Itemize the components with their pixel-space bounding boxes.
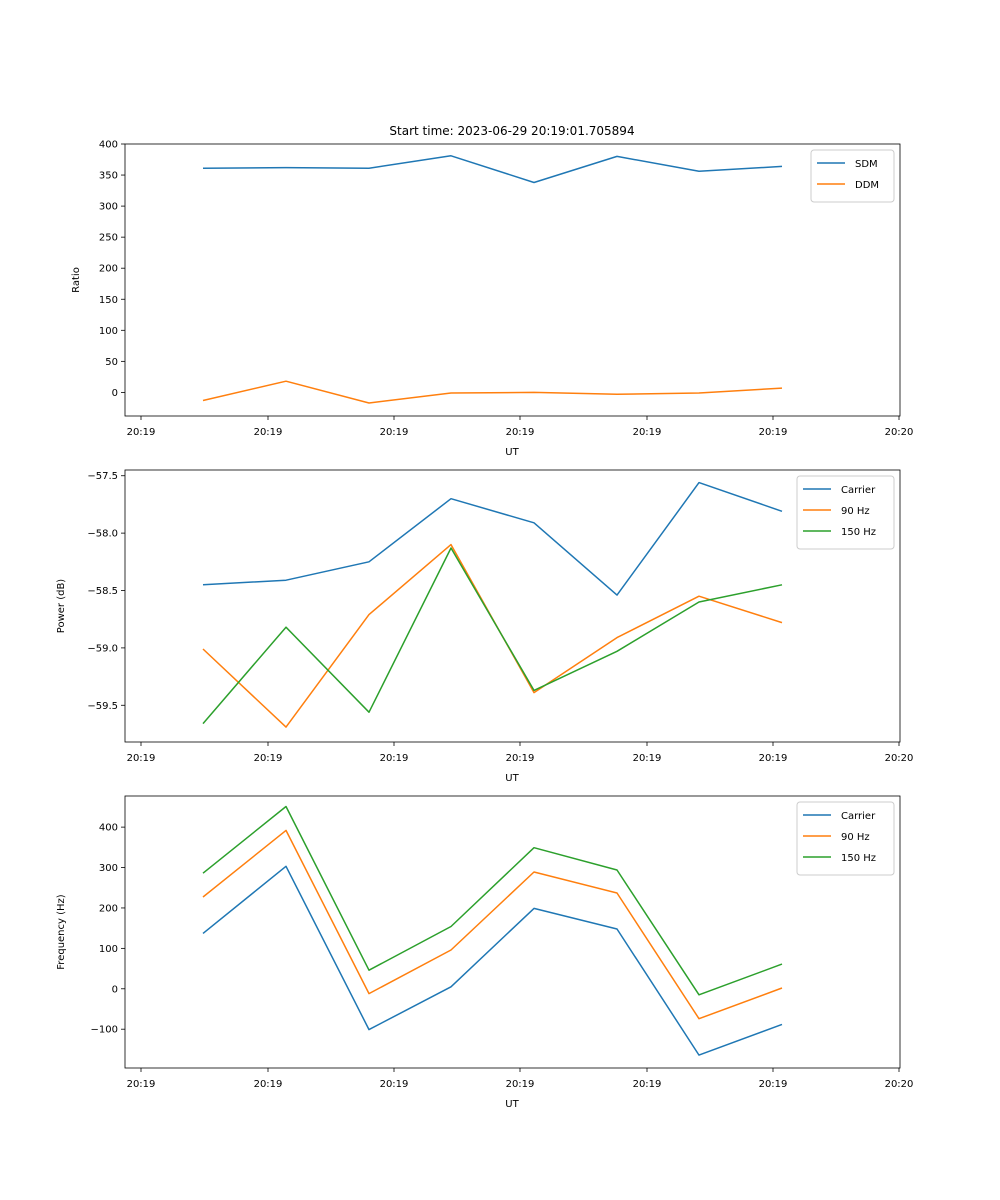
y-tick-label: 0 <box>112 388 118 399</box>
legend-label: 90 Hz <box>841 506 870 517</box>
y-tick-label: −57.5 <box>87 471 118 482</box>
y-axis-label: Frequency (Hz) <box>56 894 67 970</box>
axes-frame <box>124 143 901 417</box>
x-tick-label: 20:19 <box>759 753 788 764</box>
y-tick-label: −59.0 <box>87 643 118 654</box>
legend-label: 150 Hz <box>841 527 876 538</box>
chart-panel-3: 20:19 20:19 20:19 20:19 20:19 20:19 20:20 −100 0… <box>56 795 914 1110</box>
legend-label: SDM <box>855 159 878 170</box>
legend-box <box>810 149 895 203</box>
y-tick-label: 400 <box>99 823 118 834</box>
x-tick-label: 20:19 <box>254 1079 283 1090</box>
x-axis-label: UT <box>505 447 519 458</box>
x-tick-label: 20:19 <box>254 427 283 438</box>
x-tick-label: 20:19 <box>506 1079 535 1090</box>
x-tick-label: 20:19 <box>759 427 788 438</box>
series-line-carrier <box>202 865 783 1056</box>
y-tick-label: 300 <box>99 863 118 874</box>
y-tick-label: −100 <box>91 1025 118 1036</box>
y-tick-label: 100 <box>99 944 118 955</box>
x-tick-label: 20:19 <box>759 1079 788 1090</box>
legend-label: Carrier <box>841 485 876 496</box>
series-line-150-hz <box>202 547 783 725</box>
x-tick-label: 20:20 <box>885 1079 914 1090</box>
x-tick-label: 20:19 <box>127 427 156 438</box>
y-tick-label: 200 <box>99 903 118 914</box>
y-tick-label: 100 <box>99 326 118 337</box>
y-tick-label: −59.5 <box>87 701 118 712</box>
x-tick-label: 20:19 <box>127 1079 156 1090</box>
x-axis-label: UT <box>505 773 519 784</box>
x-axis-label: UT <box>505 1099 519 1110</box>
chart-panel-2: 20:19 20:19 20:19 20:19 20:19 20:19 20:20 −59.5… <box>56 469 914 784</box>
y-tick-label: 200 <box>99 264 118 275</box>
y-axis-label: Power (dB) <box>56 579 67 634</box>
series-line-sdm <box>202 155 783 184</box>
y-tick-label: 150 <box>99 295 118 306</box>
x-tick-label: 20:19 <box>380 1079 409 1090</box>
series-line-150-hz <box>202 805 783 996</box>
legend-label: Carrier <box>841 811 876 822</box>
x-tick-label: 20:19 <box>633 753 662 764</box>
x-tick-label: 20:19 <box>254 753 283 764</box>
figure-title: Start time: 2023-06-29 20:19:01.705894 <box>389 124 634 138</box>
plots-container: 20:19 20:19 20:19 20:19 20:19 20:19 20:20 0 50 10… <box>56 140 913 1111</box>
x-tick-label: 20:19 <box>633 427 662 438</box>
x-tick-label: 20:19 <box>506 427 535 438</box>
x-tick-label: 20:20 <box>885 753 914 764</box>
y-tick-label: 350 <box>99 171 118 182</box>
series-line-carrier <box>202 481 783 596</box>
y-tick-label: 300 <box>99 202 118 213</box>
legend-label: 90 Hz <box>841 832 870 843</box>
y-axis-label: Ratio <box>71 267 82 293</box>
series-line-ddm <box>202 380 783 404</box>
y-tick-label: 50 <box>105 357 118 368</box>
y-tick-label: 0 <box>112 984 118 995</box>
y-tick-label: −58.0 <box>87 529 118 540</box>
y-tick-label: −58.5 <box>87 586 118 597</box>
chart-panel-1: 20:19 20:19 20:19 20:19 20:19 20:19 20:20 0 50 10… <box>71 140 913 459</box>
axes-frame <box>124 795 901 1069</box>
x-tick-label: 20:19 <box>380 427 409 438</box>
x-tick-label: 20:19 <box>127 753 156 764</box>
y-tick-label: 250 <box>99 233 118 244</box>
legend-label: DDM <box>855 180 879 191</box>
legend: SDM DDM <box>810 149 895 203</box>
axes-frame <box>124 469 901 743</box>
x-tick-label: 20:19 <box>380 753 409 764</box>
x-tick-label: 20:19 <box>506 753 535 764</box>
series-line-90-hz <box>202 829 783 1020</box>
legend: Carrier 90 Hz 150 Hz <box>796 801 895 876</box>
legend: Carrier 90 Hz 150 Hz <box>796 475 895 550</box>
x-tick-label: 20:19 <box>633 1079 662 1090</box>
legend-label: 150 Hz <box>841 853 876 864</box>
x-tick-label: 20:20 <box>885 427 914 438</box>
y-tick-label: 400 <box>99 140 118 151</box>
